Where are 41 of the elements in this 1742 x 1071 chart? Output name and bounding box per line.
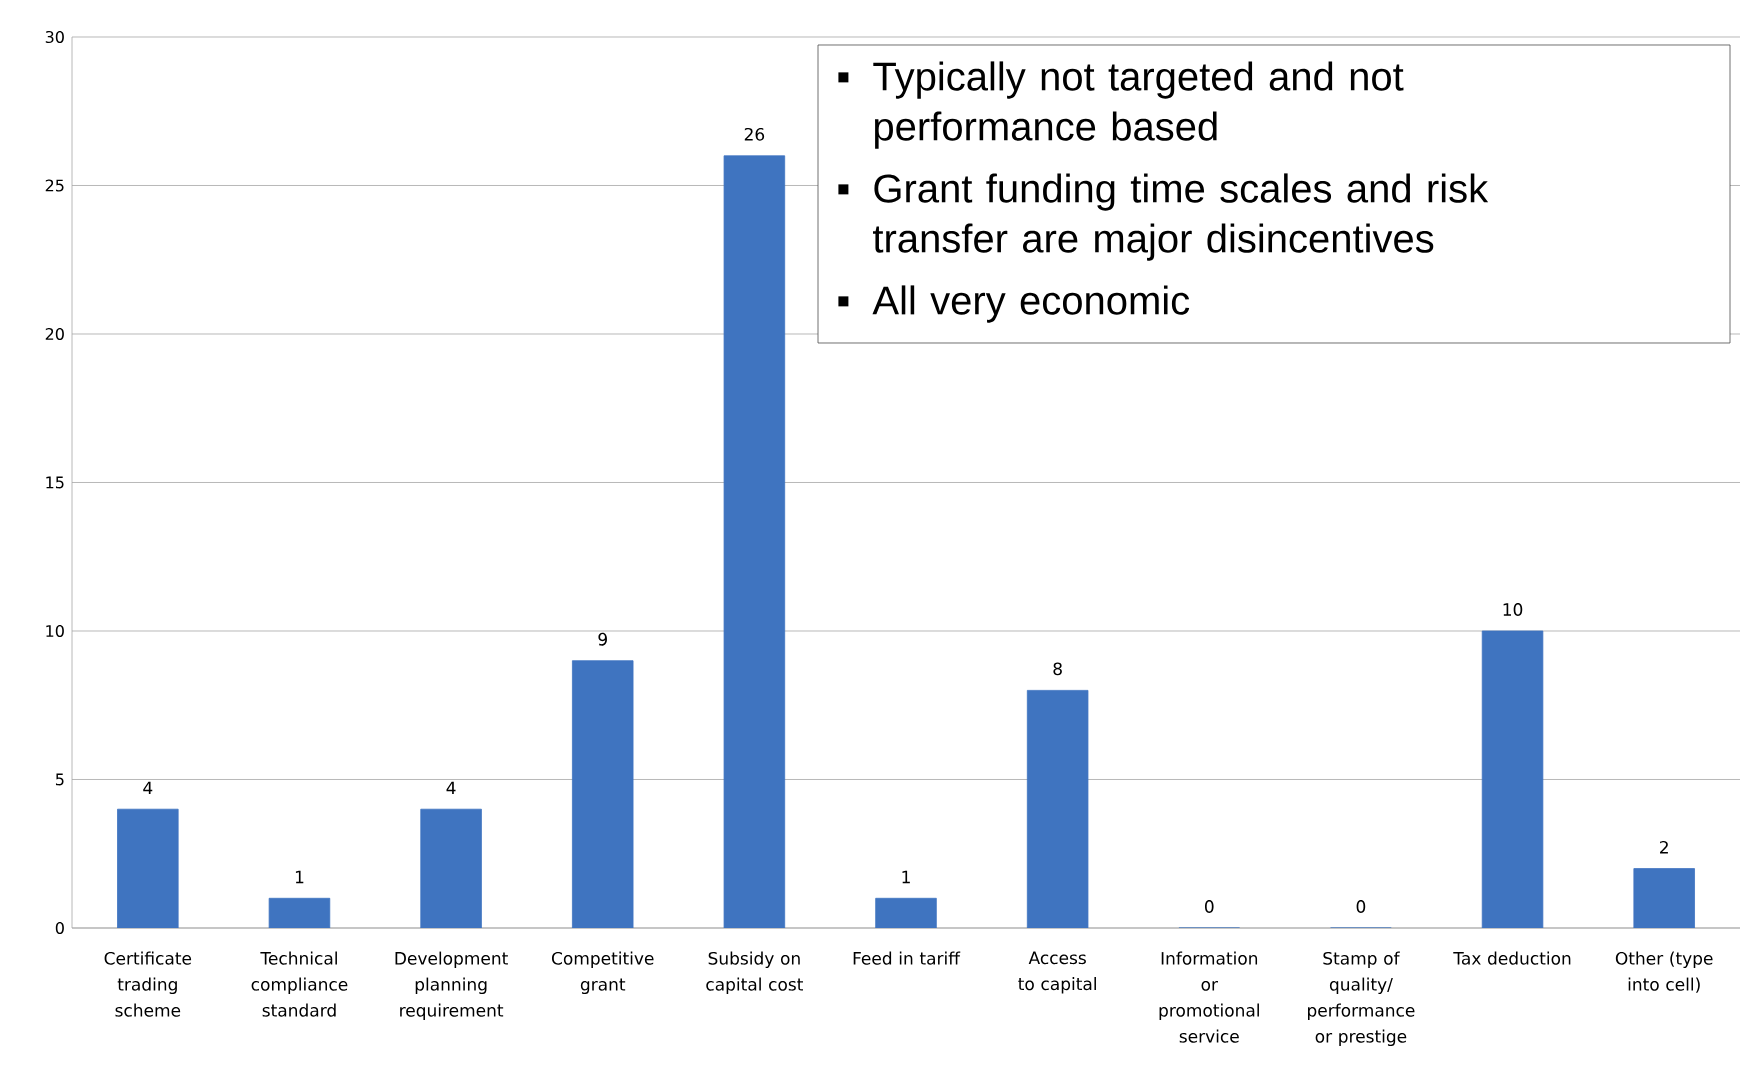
y-tick-label: 20 [45,327,64,341]
x-tick-label: Feed in tariff [853,951,961,965]
x-tick-label: Certificate trading scheme [104,951,192,1017]
x-tick-label: Other (type into cell) [1615,951,1713,993]
x-tick-label: Development planning requirement [395,951,508,1021]
y-tick-label: 30 [45,30,64,44]
bar [268,897,331,928]
x-tick-label: Subsidy on capital cost [706,951,804,995]
annotation: Typically not targeted and not performance based [873,61,1404,149]
x-tick-label: Competitive grant [551,951,654,995]
data-label: 0 [1205,900,1214,913]
x-tick-label: Access to capital [1018,951,1096,994]
data-label: 0 [1356,900,1366,913]
data-label: 9 [598,632,607,646]
data-label: 1 [295,870,304,884]
y-tick-label: 10 [46,624,64,638]
x-tick-label: Technical compliance standard [251,951,348,1017]
data-label: 4 [446,781,456,795]
bar [420,808,482,928]
y-tick-label: 0 [55,921,64,935]
data-label: 26 [744,127,765,141]
annotation: Grant funding time scales and risk transfer are major disincentives [873,173,1489,261]
y-tick-label: 5 [55,773,64,786]
data-label: 4 [143,781,153,795]
x-tick-label: Information or promotional service [1159,951,1259,1043]
bar [1026,689,1089,928]
x-tick-label: Tax deduction [1453,951,1571,965]
data-label: 10 [1503,603,1523,616]
data-label: 1 [902,870,910,884]
bar [1633,868,1695,928]
data-label: 8 [1053,662,1062,676]
y-tick-label: 25 [45,179,64,192]
bar [875,897,937,928]
bar [117,808,179,928]
y-tick-label: 15 [46,476,64,489]
bar [1481,630,1544,928]
x-tick-label: Stamp of quality/ performance or prestige [1308,951,1415,1047]
bar [723,155,786,928]
bar [572,660,634,928]
data-label: 2 [1660,840,1668,854]
annotation: All very economic [872,285,1190,323]
